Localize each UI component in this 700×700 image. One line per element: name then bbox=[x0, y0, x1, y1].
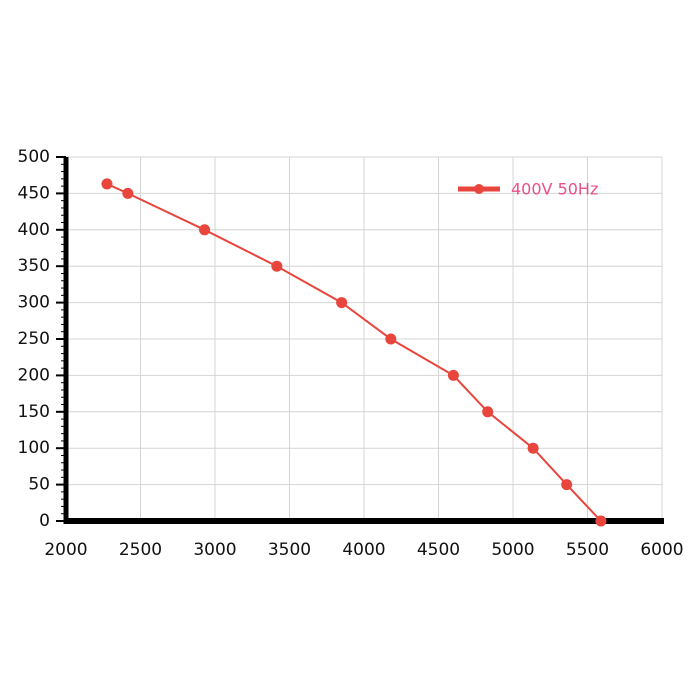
point bbox=[336, 297, 348, 309]
point bbox=[122, 187, 134, 199]
x-tick-label: 4000 bbox=[342, 540, 385, 560]
legend-label: 400V 50Hz bbox=[511, 180, 598, 199]
point bbox=[527, 442, 539, 454]
y-tick-label: 50 bbox=[28, 475, 50, 495]
x-tick-label: 6000 bbox=[640, 540, 683, 560]
x-tick-label: 4500 bbox=[417, 540, 460, 560]
y-tick-label: 350 bbox=[18, 256, 50, 276]
point bbox=[385, 333, 397, 345]
point bbox=[271, 260, 283, 272]
y-tick-label: 250 bbox=[18, 329, 50, 349]
y-tick-label: 450 bbox=[18, 183, 50, 203]
y-tick-label: 300 bbox=[18, 293, 50, 313]
x-tick-label: 3500 bbox=[268, 540, 311, 560]
y-tick-label: 100 bbox=[18, 438, 50, 458]
y-tick-label: 200 bbox=[18, 365, 50, 385]
x-tick-label: 2500 bbox=[119, 540, 162, 560]
point bbox=[595, 515, 607, 527]
x-tick-label: 3000 bbox=[193, 540, 236, 560]
point bbox=[447, 369, 459, 381]
point bbox=[199, 224, 211, 236]
y-tick-label: 150 bbox=[18, 402, 50, 422]
point bbox=[101, 178, 113, 190]
legend-marker bbox=[474, 184, 484, 194]
y-tick-label: 0 bbox=[39, 511, 50, 531]
point bbox=[482, 406, 494, 418]
y-tick-label: 500 bbox=[18, 147, 50, 167]
point bbox=[561, 479, 573, 491]
x-tick-label: 5000 bbox=[491, 540, 534, 560]
y-tick-label: 400 bbox=[18, 220, 50, 240]
x-tick-label: 5500 bbox=[566, 540, 609, 560]
x-tick-label: 2000 bbox=[44, 540, 87, 560]
